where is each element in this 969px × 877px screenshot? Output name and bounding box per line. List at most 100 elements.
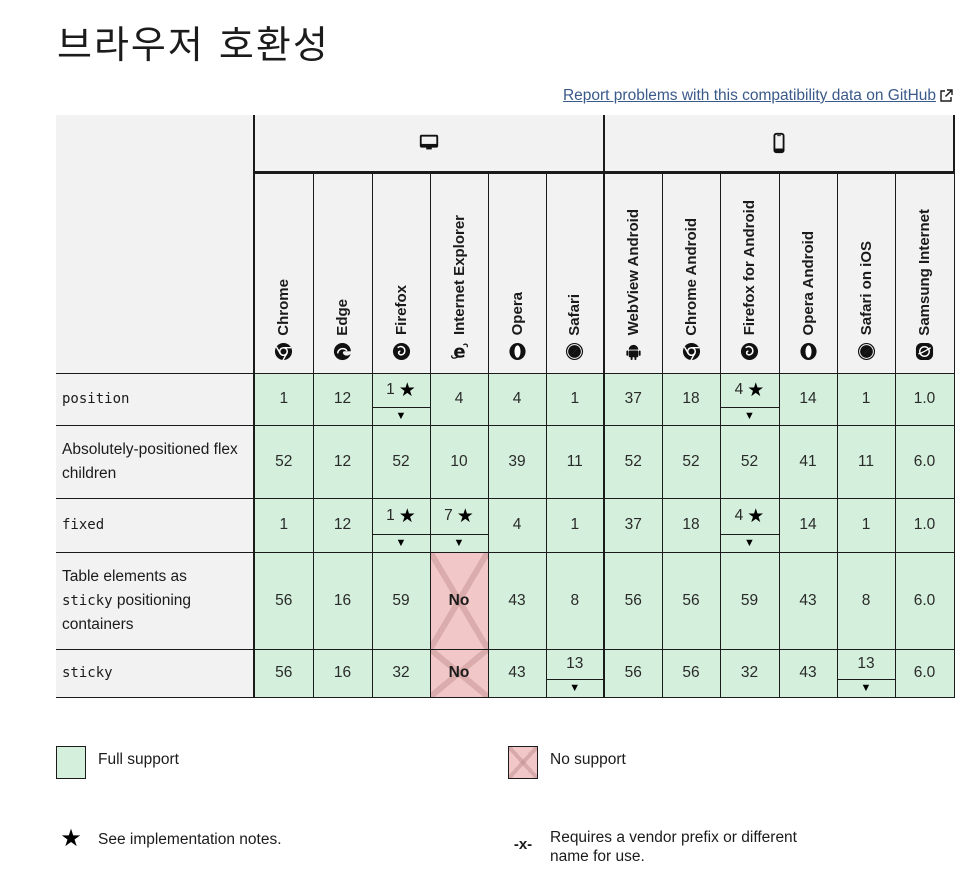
support-cell-chrome: 52 xyxy=(253,424,314,499)
report-problems-link[interactable]: Report problems with this compatibility … xyxy=(563,87,953,105)
version-value: 18 xyxy=(682,516,700,533)
feature-name-code: fixed xyxy=(62,517,105,533)
version-value: 1 xyxy=(570,516,580,533)
version-value: 56 xyxy=(624,591,642,609)
browser-name: Samsung Internet xyxy=(916,208,933,336)
prefix-icon: -x- xyxy=(513,836,533,853)
version-value: 39 xyxy=(508,452,526,470)
version-value: 6.0 xyxy=(913,664,936,681)
legend-full-support: Full support xyxy=(56,746,179,779)
support-cell-opera-android: 43 xyxy=(778,551,838,650)
browser-name: Opera xyxy=(508,292,526,336)
support-cell-chrome: 56 xyxy=(253,648,314,698)
feature-rows: position 1 12 1 ★ ▼ 4 4 1 37 18 4 ★ ▼ 14 1 1.0 Absolutely… xyxy=(56,372,955,698)
star-icon: ★ xyxy=(747,379,765,401)
star-icon: ★ xyxy=(456,505,474,527)
support-cell-safari-on-ios: 1 xyxy=(836,497,896,553)
support-cell-chrome-android: 18 xyxy=(661,497,721,553)
browser-name: Safari on iOS xyxy=(857,241,875,336)
version-value: 1 xyxy=(279,516,289,533)
feature-name: fixed xyxy=(56,497,254,553)
chrome-icon xyxy=(682,342,701,361)
version-value: 1 xyxy=(861,516,871,533)
edge-icon xyxy=(333,342,352,361)
feature-name: position xyxy=(56,372,254,426)
feature-name-code: position xyxy=(62,391,130,407)
support-cell-safari: 11 xyxy=(545,424,605,499)
support-cell-webview-android: 52 xyxy=(603,424,663,499)
mobile-icon xyxy=(773,132,785,153)
legend-full-support-label: Full support xyxy=(98,751,179,768)
expand-notes-toggle-icon[interactable]: ▼ xyxy=(720,533,779,552)
feature-name-text: Table elements as xyxy=(62,567,187,585)
expand-notes-toggle-icon[interactable]: ▼ xyxy=(546,678,603,697)
version-value: 56 xyxy=(682,591,700,609)
feature-name: Absolutely-positioned flex children xyxy=(56,424,254,499)
browser-name: Firefox xyxy=(392,285,410,336)
support-cell-edge: 16 xyxy=(312,648,373,698)
expand-notes-toggle-icon[interactable]: ▼ xyxy=(430,533,488,552)
support-cell-safari[interactable]: 13 ▼ xyxy=(545,648,605,698)
browser-name: WebView Android xyxy=(624,209,642,336)
version-value: 56 xyxy=(275,664,293,681)
compat-table-wrapper: Chrome Edge Firefox e Internet Explorer Opera… xyxy=(56,115,955,698)
version-value: 43 xyxy=(508,664,526,681)
expand-notes-toggle-icon[interactable]: ▼ xyxy=(837,678,895,697)
safari-icon xyxy=(565,342,584,361)
expand-notes-toggle-icon[interactable]: ▼ xyxy=(372,406,430,425)
expand-notes-toggle-icon[interactable]: ▼ xyxy=(720,406,779,425)
opera-icon xyxy=(508,342,527,361)
star-icon: ★ xyxy=(747,505,765,527)
feature-row: Absolutely-positioned flex children 52 12 5… xyxy=(56,424,955,499)
opera-icon xyxy=(799,342,818,361)
support-cell-safari-on-ios[interactable]: 13 ▼ xyxy=(836,648,896,698)
support-cell-webview-android: 56 xyxy=(603,551,663,650)
support-cell-firefox-for-android[interactable]: 4 ★ ▼ xyxy=(719,497,780,553)
support-cell-samsung-internet: 6.0 xyxy=(894,551,955,650)
version-value: 4 xyxy=(734,381,744,398)
support-cell-firefox-for-android: 32 xyxy=(719,648,780,698)
feature-name: sticky xyxy=(56,648,254,698)
support-cell-webview-android: 37 xyxy=(603,497,663,553)
legend: Full support No support ★ See implementa… xyxy=(56,746,956,866)
browser-header-safari-on-ios: Safari on iOS xyxy=(836,172,896,374)
version-value: 14 xyxy=(799,516,817,533)
support-cell-chrome: 1 xyxy=(253,497,314,553)
support-cell-samsung-internet: 1.0 xyxy=(894,497,955,553)
legend-notes-label: See implementation notes. xyxy=(98,831,282,848)
version-value: No xyxy=(448,591,470,609)
version-value: 1 xyxy=(861,390,871,407)
expand-notes-toggle-icon[interactable]: ▼ xyxy=(372,533,430,552)
browser-name: Chrome xyxy=(275,278,293,336)
support-cell-opera-android: 14 xyxy=(778,497,838,553)
browser-header-internet-explorer: e Internet Explorer xyxy=(429,172,489,374)
support-cell-firefox: 59 xyxy=(371,551,431,650)
support-cell-firefox[interactable]: 1 ★ ▼ xyxy=(371,497,431,553)
feature-row: position 1 12 1 ★ ▼ 4 4 1 37 18 4 ★ ▼ 14 1 1.0 xyxy=(56,372,955,426)
browser-name: Edge xyxy=(334,298,351,336)
support-cell-firefox[interactable]: 1 ★ ▼ xyxy=(371,372,431,426)
external-link-icon xyxy=(940,89,953,102)
feature-name-text: positioning containers xyxy=(62,591,191,633)
version-value: 1 xyxy=(279,390,289,407)
version-value: 43 xyxy=(799,664,817,681)
star-icon: ★ xyxy=(398,505,416,527)
feature-row: sticky 56 16 32 No 43 13 ▼ 56 56 32 43 13 ▼ 6.0 xyxy=(56,648,955,698)
support-cell-opera-android: 14 xyxy=(778,372,838,426)
version-value: 37 xyxy=(624,390,642,407)
version-value: 12 xyxy=(333,452,352,470)
feature-row: Table elements as sticky positioning cont… xyxy=(56,551,955,650)
browser-header-safari: Safari xyxy=(545,172,605,374)
browser-name: Internet Explorer xyxy=(450,215,468,336)
support-cell-opera: 39 xyxy=(487,424,547,499)
version-value: 4 xyxy=(734,507,744,524)
support-cell-edge: 12 xyxy=(312,372,373,426)
support-cell-firefox-for-android[interactable]: 4 ★ ▼ xyxy=(719,372,780,426)
support-cell-internet-explorer[interactable]: 7 ★ ▼ xyxy=(429,497,489,553)
version-value: 1 xyxy=(386,507,395,524)
legend-prefix: -x- Requires a vendor prefix or differen… xyxy=(508,828,797,866)
version-value: 18 xyxy=(682,390,700,407)
version-value: 52 xyxy=(682,452,700,470)
support-cell-opera: 4 xyxy=(487,372,547,426)
legend-prefix-line1: Requires a vendor prefix or different xyxy=(550,829,797,846)
